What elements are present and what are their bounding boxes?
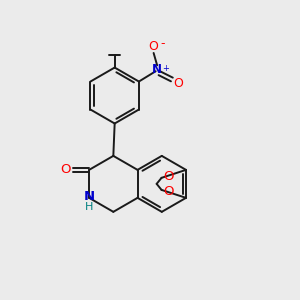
Text: +: + — [162, 64, 169, 73]
Text: H: H — [85, 202, 93, 212]
Text: O: O — [173, 77, 183, 90]
Text: -: - — [160, 37, 165, 50]
Text: O: O — [60, 164, 71, 176]
Text: O: O — [163, 170, 173, 183]
Text: O: O — [163, 185, 173, 198]
Text: N: N — [83, 190, 95, 203]
Text: O: O — [149, 40, 159, 53]
Text: N: N — [152, 63, 162, 76]
